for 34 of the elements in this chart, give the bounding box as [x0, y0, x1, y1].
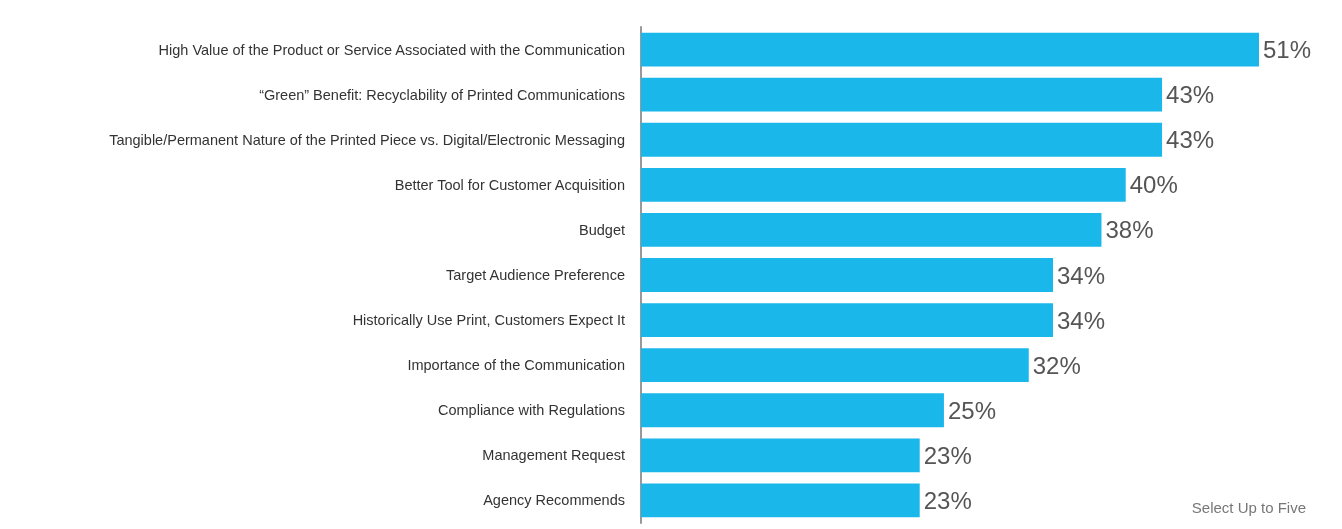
y-tick-label: “Green” Benefit: Recyclability of Printed Communications: [259, 86, 625, 103]
y-tick-label: Compliance with Regulations: [438, 402, 625, 419]
y-tick-label: Importance of the Communication: [407, 357, 625, 374]
data-label: 51%: [1263, 36, 1312, 64]
bar: [641, 393, 944, 428]
y-tick-label: Budget: [579, 221, 625, 238]
y-tick-label: Management Request: [482, 447, 625, 464]
data-label: 25%: [947, 396, 996, 424]
bar: [641, 303, 1053, 337]
data-label: 38%: [1105, 216, 1154, 244]
y-tick-label: Better Tool for Customer Acquisition: [394, 176, 625, 193]
y-tick-label: Historically Use Print, Customers Expect It: [352, 312, 625, 329]
bar: [641, 258, 1053, 292]
data-label: 43%: [1166, 81, 1215, 109]
data-label: 23%: [923, 441, 972, 469]
bar: [641, 77, 1163, 112]
data-label: 34%: [1057, 261, 1106, 289]
data-label: 43%: [1166, 126, 1215, 154]
bar: [641, 167, 1126, 202]
data-label: 34%: [1057, 306, 1106, 334]
data-label: 23%: [923, 486, 972, 514]
bar: [641, 122, 1163, 157]
bar: [641, 438, 920, 473]
bar: [641, 32, 1259, 67]
bar: [641, 348, 1029, 383]
y-tick-label: High Value of the Product or Service Associated with the Communication: [158, 41, 625, 58]
bar: [641, 213, 1102, 247]
annotation: Select Up to Five: [1191, 499, 1306, 516]
y-tick-label: Target Audience Preference: [446, 267, 625, 283]
data-label: 32%: [1032, 351, 1081, 379]
bar: [641, 483, 920, 518]
data-label: 40%: [1129, 171, 1178, 199]
y-tick-label: Agency Recommends: [483, 492, 625, 509]
y-tick-label: Tangible/Permanent Nature of the Printed Piece vs. Digital/Electronic Messaging: [109, 131, 625, 148]
